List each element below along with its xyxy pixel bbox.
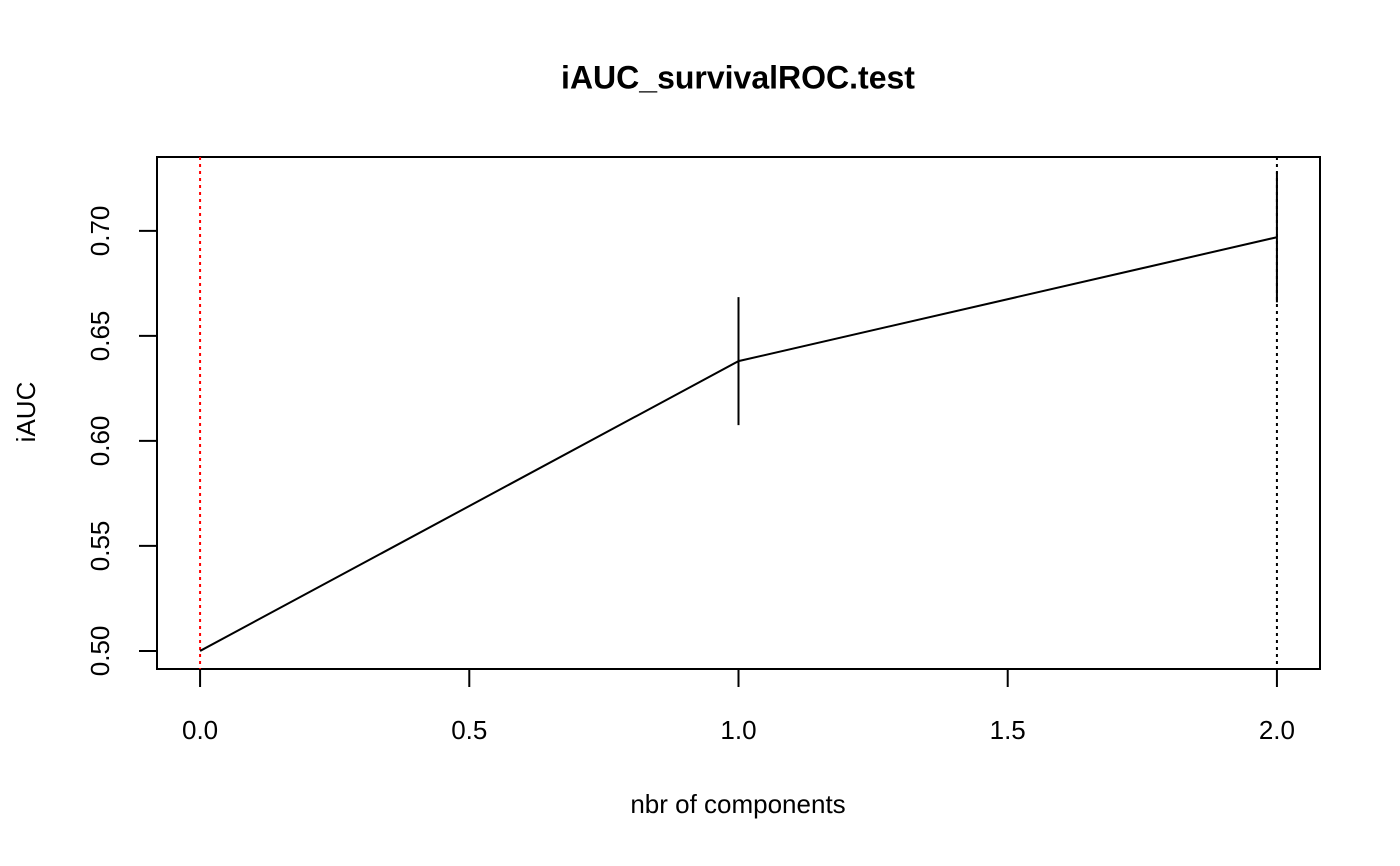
chart-title: iAUC_survivalROC.test <box>561 59 915 95</box>
x-tick-label: 0.5 <box>451 715 487 745</box>
y-tick-label: 0.65 <box>85 311 115 362</box>
x-tick-label: 2.0 <box>1259 715 1295 745</box>
y-tick-label: 0.60 <box>85 416 115 467</box>
x-axis-label: nbr of components <box>630 789 845 819</box>
x-tick-label: 1.5 <box>990 715 1026 745</box>
y-axis-label: iAUC <box>11 382 41 443</box>
y-tick-label: 0.70 <box>85 206 115 257</box>
y-tick-label: 0.50 <box>85 626 115 677</box>
x-tick-label: 1.0 <box>720 715 756 745</box>
y-tick-label: 0.55 <box>85 521 115 572</box>
x-tick-label: 0.0 <box>182 715 218 745</box>
